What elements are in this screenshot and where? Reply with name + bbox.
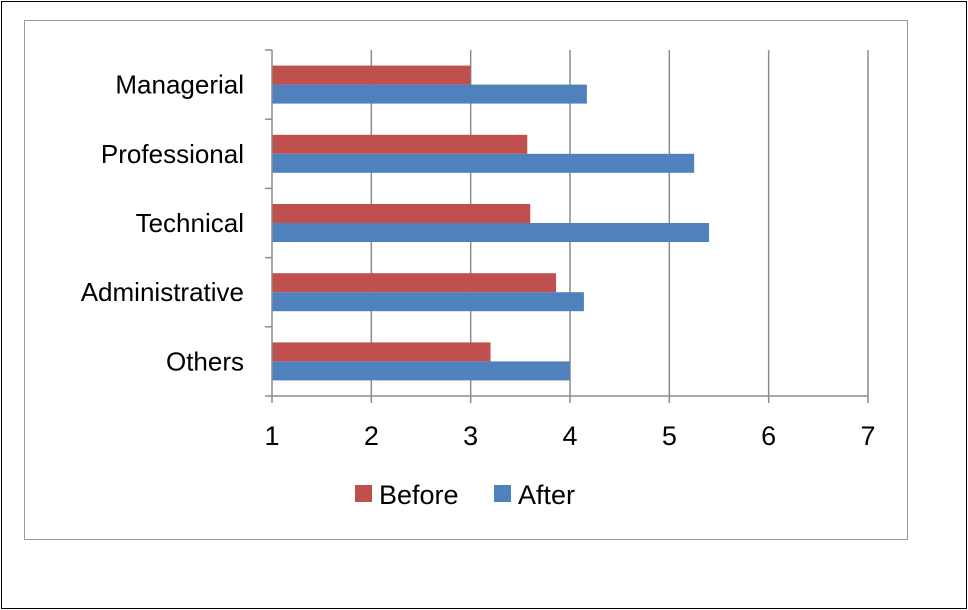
bar-before-managerial	[272, 65, 471, 85]
bar-after-others	[272, 361, 570, 381]
category-label-administrative: Administrative	[81, 277, 244, 307]
x-tick-label-4: 4	[562, 421, 577, 451]
bar-after-technical	[272, 223, 710, 242]
bar-after-administrative	[272, 292, 584, 312]
bars	[272, 65, 710, 381]
x-tick-label-6: 6	[761, 421, 776, 451]
legend-label-before: Before	[379, 480, 459, 510]
bar-after-managerial	[272, 84, 587, 104]
category-label-technical: Technical	[136, 208, 244, 238]
x-tick-label-1: 1	[264, 421, 279, 451]
legend: Before After	[355, 480, 575, 510]
category-label-professional: Professional	[101, 139, 244, 169]
category-label-others: Others	[166, 346, 244, 376]
bar-before-administrative	[272, 273, 557, 293]
x-tick-label-2: 2	[364, 421, 379, 451]
x-tick-label-5: 5	[662, 421, 677, 451]
x-tick-label-3: 3	[463, 421, 478, 451]
category-label-managerial: Managerial	[115, 70, 244, 100]
bar-before-professional	[272, 134, 528, 154]
bar-before-technical	[272, 204, 531, 223]
legend-swatch-before	[355, 485, 372, 502]
bar-before-others	[272, 342, 491, 362]
bar-after-professional	[272, 153, 695, 173]
axes	[271, 50, 868, 397]
legend-swatch-after	[494, 485, 511, 502]
x-tick-label-7: 7	[860, 421, 875, 451]
labels: Managerial Professional Technical Administr…	[81, 70, 876, 451]
chart-frame	[24, 20, 908, 540]
legend-label-after: After	[518, 480, 575, 510]
